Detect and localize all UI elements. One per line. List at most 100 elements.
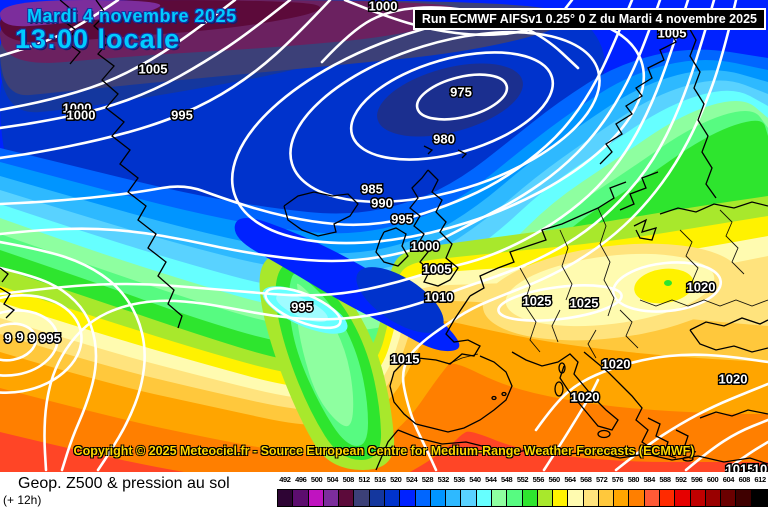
legend-value: 560 [548,475,561,484]
legend-value: 500 [310,475,323,484]
pressure-label: 975 [450,85,472,100]
legend-value: 564 [564,475,576,484]
legend-value: 508 [342,475,355,484]
pressure-label: 1000 [63,101,92,116]
legend-swatch [415,490,431,506]
pressure-label: 1020 [687,280,716,295]
legend-value: 524 [405,475,418,484]
valid-date-label: Mardi 4 novembre 2025 [27,6,237,26]
legend-swatch [614,490,630,506]
legend-swatch [583,490,599,506]
legend-swatch [660,490,676,506]
forecast-step-label: (+ 12h) [3,493,42,507]
pressure-label: 995 [291,300,313,315]
pressure-label: 10 [753,462,767,473]
legend-swatch [339,490,355,506]
legend-swatch [369,490,385,506]
pressure-label: 1005 [423,262,452,277]
legend-value: 544 [485,475,497,484]
legend-value: 608 [738,475,751,484]
legend-swatch [400,490,416,506]
legend-value: 588 [659,475,671,484]
legend-swatch [522,490,538,506]
legend-value: 584 [643,475,656,484]
legend-swatch [644,490,661,506]
legend-value: 572 [596,475,608,484]
legend-value: 532 [437,475,450,484]
legend-swatch [293,490,309,506]
pressure-label: 1015 [726,462,755,473]
footer-bar: Geop. Z500 & pression au sol (+ 12h) 492… [0,472,768,512]
legend-swatch [568,490,584,506]
legend-value: 548 [500,475,513,484]
forecast-map: 1000 1005 1005 1000 1000 995 975 980 985 990 995 10… [0,0,768,472]
model-run-info: Run ECMWF AIFSv1 0.25° 0 Z du Mardi 4 no… [412,8,766,30]
legend-swatch [751,490,767,506]
legend-value: 512 [358,475,370,484]
legend-swatch [690,490,706,506]
pressure-label: 1010 [425,290,454,305]
pressure-label: 1020 [719,372,748,387]
legend-value: 556 [532,475,545,484]
legend-swatch [308,490,324,506]
legend-value: 604 [722,475,735,484]
pressure-label: 1020 [602,357,631,372]
legend-value: 528 [421,475,434,484]
country-borders [447,207,768,365]
copyright-notice: Copyright © 2025 Meteociel.fr - Source E… [73,444,695,458]
legend-swatch [507,490,523,506]
legend-value: 596 [691,475,703,484]
legend-color-bar [277,489,768,507]
pressure-label: 995 [391,212,413,227]
legend-swatch [705,490,722,506]
pressure-label: 1025 [570,296,599,311]
pressure-label: 995 [39,331,61,346]
pressure-label: 1005 [139,62,168,77]
legend-value: 576 [611,475,624,484]
legend-swatch [736,490,752,506]
legend-value: 592 [675,475,687,484]
pressure-label: 1015 [391,352,420,367]
legend-value: 492 [279,475,291,484]
coastlines [0,0,768,471]
isobar-contours [0,0,768,472]
pressure-label: 985 [361,182,383,197]
legend-values-row: 492 496 500 504 508 512 516 520 524 528 532 536 540 5… [277,475,768,487]
legend-swatch [491,490,508,506]
legend-value: 540 [469,475,481,484]
legend-value: 504 [326,475,339,484]
legend-swatch [553,490,569,506]
legend-value: 580 [627,475,640,484]
legend-swatch [278,490,294,506]
legend-value: 536 [453,475,465,484]
pressure-label: 9 [4,331,11,346]
legend-swatch [629,490,645,506]
legend-swatch [461,490,477,506]
pressure-label: 1000 [411,239,440,254]
legend-value: 516 [374,475,386,484]
legend-value: 496 [295,475,307,484]
valid-time-label: 13:00 locale [15,24,181,54]
map-title: Geop. Z500 & pression au sol [18,475,230,492]
legend-value: 600 [706,475,719,484]
legend-swatch [721,490,737,506]
pressure-label: 9 [16,330,23,345]
legend-swatch [537,490,554,506]
pressure-label: 1020 [571,390,600,405]
color-scale-legend: 492 496 500 504 508 512 516 520 524 528 532 536 540 5… [277,475,768,511]
pressure-label: 995 [171,108,193,123]
legend-swatch [430,490,447,506]
legend-value: 568 [580,475,592,484]
pressure-label: 1025 [523,294,552,309]
legend-swatch [446,490,462,506]
legend-value: 552 [516,475,529,484]
legend-value: 612 [754,475,766,484]
pressure-label: 9 [28,331,35,346]
legend-swatch [598,490,615,506]
pressure-label: 1000 [369,0,398,14]
legend-swatch [384,490,401,506]
pressure-label: 1000 [67,108,96,123]
pressure-label: 980 [433,132,455,147]
